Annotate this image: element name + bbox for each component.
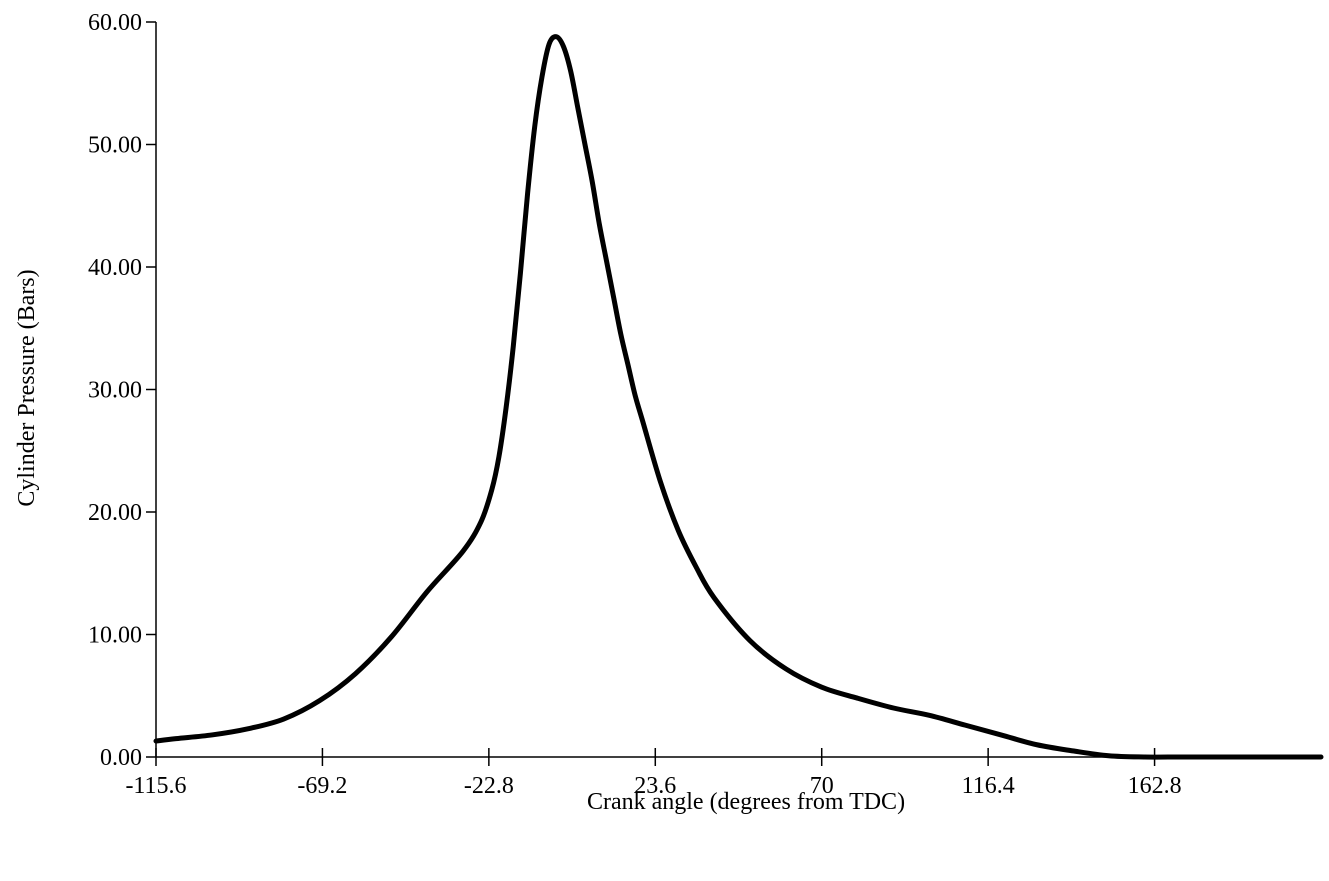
x-tick-label: -69.2 bbox=[297, 773, 347, 799]
y-tick-label: 50.00 bbox=[88, 133, 142, 159]
series-layer bbox=[153, 34, 1324, 760]
x-tick-label: 162.8 bbox=[1128, 773, 1182, 799]
x-tick-label: -22.8 bbox=[464, 773, 514, 799]
pressure-series-line bbox=[153, 34, 1324, 760]
x-tick-label: 23.6 bbox=[634, 773, 676, 799]
y-tick-label: 0.00 bbox=[100, 745, 142, 771]
y-tick-label: 40.00 bbox=[88, 255, 142, 281]
y-tick-label: 60.00 bbox=[88, 10, 142, 36]
axes-layer bbox=[155, 22, 1321, 758]
y-tick-label: 20.00 bbox=[88, 500, 142, 526]
x-tick-label: 116.4 bbox=[962, 773, 1015, 799]
x-tick-label: 70 bbox=[810, 773, 834, 799]
ticks-layer: 0.00 10.00 20.00 30.00 40.00 50.00 60.00 -115.6… bbox=[88, 10, 1182, 799]
y-axis-title: Cylinder Pressure (Bars) bbox=[14, 269, 40, 506]
y-tick-label: 30.00 bbox=[88, 378, 142, 404]
y-tick-label: 10.00 bbox=[88, 623, 142, 649]
x-tick-label: -115.6 bbox=[125, 773, 186, 799]
x-axis-title: Crank angle (degrees from TDC) bbox=[587, 789, 905, 815]
